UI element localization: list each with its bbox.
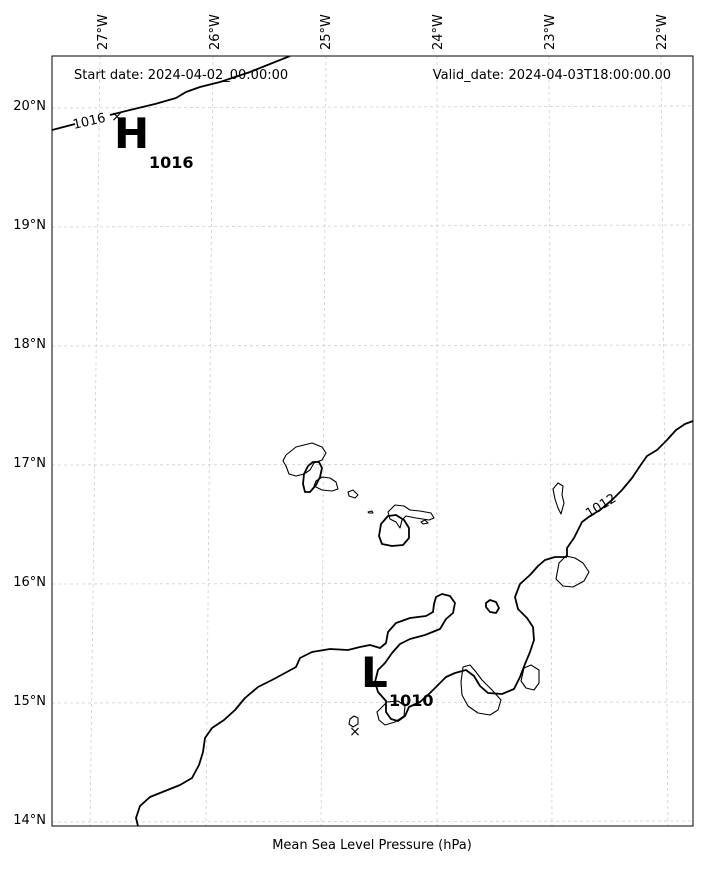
isobar-label-1012: 1012 [583, 491, 619, 521]
footer-label: Mean Sea Level Pressure (hPa) [272, 838, 472, 853]
low-pressure-value: 1010 [389, 691, 434, 710]
longitude-tick-labels: 27°W 26°W 25°W 24°W 23°W 22°W [96, 14, 670, 50]
lon-tick-23w: 23°W [543, 14, 558, 50]
island-brava [348, 715, 359, 728]
island-sal [552, 482, 565, 515]
island-sao-vicente [313, 476, 339, 492]
isobar-1016 [52, 56, 291, 131]
high-pressure-value: 1016 [149, 153, 194, 172]
isobar-label-1016: 1016 [72, 111, 108, 133]
isobar-1012-loop-sao-nicolau [378, 514, 410, 547]
low-center-marker: × [349, 724, 361, 740]
lat-tick-20n: 20°N [13, 99, 46, 114]
lat-tick-17n: 17°N [13, 456, 46, 471]
low-pressure-letter: L [361, 648, 388, 697]
isobar-1012-connector [566, 515, 591, 557]
islet-sao-nicolau-east [420, 519, 429, 525]
isobar-1012-loop-east [485, 599, 500, 614]
isobar-1012-loop-west [302, 461, 323, 493]
coastlines [282, 442, 590, 728]
islet-ilheu-raso [367, 510, 374, 514]
lon-tick-24w: 24°W [431, 14, 446, 50]
valid-date-label: Valid_date: 2024-04-03T18:00:00.00 [433, 68, 671, 83]
lat-tick-18n: 18°N [13, 337, 46, 352]
lon-tick-27w: 27°W [96, 14, 111, 50]
map-area: 1016 1012 × H 1016 × L 1010 [52, 56, 693, 826]
high-pressure-letter: H [114, 109, 149, 158]
lat-tick-14n: 14°N [13, 813, 46, 828]
lat-tick-16n: 16°N [13, 575, 46, 590]
lat-tick-19n: 19°N [13, 218, 46, 233]
island-maio [520, 664, 540, 691]
isobar-1012-main [135, 420, 693, 826]
lon-tick-26w: 26°W [208, 14, 223, 50]
graticule [52, 56, 693, 826]
map-frame [51, 55, 694, 827]
lon-tick-25w: 25°W [319, 14, 334, 50]
lat-tick-15n: 15°N [13, 694, 46, 709]
latitude-tick-labels: 20°N 19°N 18°N 17°N 16°N 15°N 14°N [13, 99, 46, 828]
start-date-label: Start date: 2024-04-02_00:00:00 [74, 68, 288, 83]
island-sao-nicolau [387, 504, 435, 529]
high-center-marker: × [111, 109, 123, 125]
island-boa-vista [555, 555, 590, 588]
island-santa-luzia [347, 489, 359, 499]
island-santo-antao [282, 442, 327, 477]
isobars [52, 56, 693, 826]
lon-tick-22w: 22°W [655, 14, 670, 50]
island-santiago [460, 664, 502, 716]
